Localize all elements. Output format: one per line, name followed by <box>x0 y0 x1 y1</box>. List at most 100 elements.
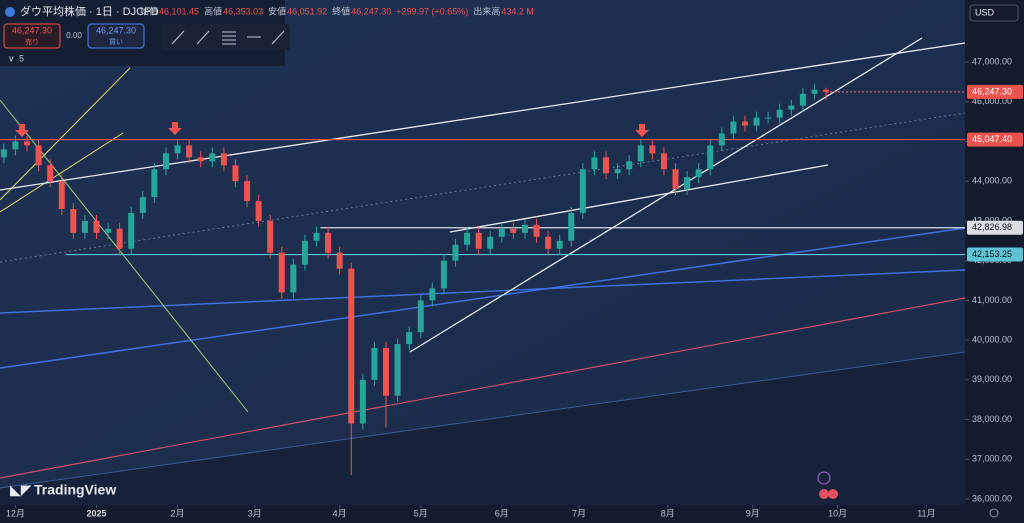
buy-price: 46,247.30 <box>96 25 136 35</box>
y-tick-label: 41,000.00 <box>972 295 1012 305</box>
candle-body <box>93 220 100 233</box>
candle-body <box>24 141 31 146</box>
white-trend <box>449 164 829 233</box>
candle-body <box>81 220 88 233</box>
x-tick-label: 11月 <box>917 508 935 518</box>
volume-label: 出来高 <box>473 5 500 16</box>
x-tick-label: 2025 <box>86 508 106 518</box>
volume: 434.2 M <box>501 6 534 16</box>
candle-body <box>255 201 262 221</box>
candle-body <box>788 105 795 110</box>
candle-body <box>0 149 7 158</box>
x-tick-label: 6月 <box>495 508 509 518</box>
sell-button[interactable] <box>3 23 61 49</box>
stat-label: 終値 <box>332 5 350 16</box>
price-tag <box>967 220 1023 235</box>
candle-body <box>186 145 193 158</box>
candle-body <box>301 240 308 265</box>
event-flag[interactable] <box>819 489 829 499</box>
blue-trend <box>0 227 966 369</box>
sell-price: 46,247.30 <box>12 25 52 35</box>
candle-body <box>452 244 459 261</box>
brand: TradingView <box>34 482 116 498</box>
y-tick-label: 38,000.00 <box>972 414 1012 424</box>
channel-line <box>0 351 966 489</box>
candle-body <box>70 208 77 233</box>
tool-fib[interactable] <box>222 31 236 45</box>
candle-body <box>765 117 772 119</box>
price-tag-label: 42,826.98 <box>972 222 1012 232</box>
x-tick-label: 10月 <box>828 508 847 518</box>
candle-body <box>440 260 447 289</box>
blue-trend <box>0 269 966 314</box>
change: +299.97 (+0.65%) <box>396 6 468 16</box>
price-tag-label: 46,247.30 <box>972 86 1012 96</box>
y-tick-label: 36,000.00 <box>972 493 1012 503</box>
event-icon[interactable] <box>817 471 831 485</box>
candle-body <box>487 236 494 249</box>
y-tick-label: 47,000.00 <box>972 56 1012 66</box>
event-flag[interactable] <box>828 489 838 499</box>
candle-body <box>406 332 413 345</box>
candle-body <box>741 121 748 126</box>
candle-body <box>533 224 540 237</box>
candle-body <box>718 133 725 146</box>
currency: USD <box>975 7 995 17</box>
stat-label: 始値 <box>140 5 158 16</box>
candle-body <box>660 153 667 170</box>
candle-body <box>579 169 586 213</box>
buy-button[interactable] <box>87 23 145 49</box>
channel-shade <box>0 352 965 505</box>
ohlc-stats: 始値 46,101.45 高値 46,353.03 安値 46,051.92 終値 46,24… <box>140 5 534 16</box>
candle-body <box>394 344 401 396</box>
candle-body <box>464 232 471 245</box>
sell-label: 売り <box>25 37 39 46</box>
candle-body <box>174 145 181 154</box>
symbol: ダウ平均株価 · 1日 · DJCFD <box>20 4 159 18</box>
candle-body <box>823 89 830 92</box>
y-tick-label: 44,000.00 <box>972 176 1012 186</box>
x-tick-label: 2月 <box>171 508 185 518</box>
x-tick-label: 8月 <box>661 508 675 518</box>
candle-body <box>151 169 158 198</box>
tool-ray[interactable] <box>196 30 210 45</box>
candle-body <box>753 117 760 126</box>
candle-body <box>197 157 204 162</box>
candle-body <box>336 252 343 269</box>
arrow-marker <box>168 122 182 135</box>
time-axis-bg <box>0 505 965 523</box>
candle-body <box>545 236 552 249</box>
settings[interactable] <box>989 508 999 518</box>
red-trend <box>0 297 966 479</box>
indicator-toggle[interactable]: ∨ <box>8 53 15 63</box>
y-tick-label: 40,000.00 <box>972 334 1012 344</box>
candle-body <box>799 93 806 106</box>
candle-body <box>498 228 505 237</box>
x-tick-label: 12月 <box>6 508 25 518</box>
candle-body <box>105 228 112 233</box>
candle-body <box>348 268 355 424</box>
white-trend <box>0 42 966 191</box>
price-tag-label: 42,153.25 <box>972 249 1012 259</box>
candle-body <box>58 181 65 209</box>
candle-body <box>290 264 297 293</box>
tool-trendline[interactable] <box>171 30 185 45</box>
candle-body <box>232 165 239 182</box>
candle-body <box>475 232 482 249</box>
candle-body <box>162 153 169 170</box>
candle-body <box>116 228 123 249</box>
buy-label: 買い <box>109 38 123 46</box>
x-tick-label: 3月 <box>248 508 262 518</box>
x-tick-label: 4月 <box>333 508 347 518</box>
candle-body <box>313 232 320 241</box>
candle-body <box>278 252 285 293</box>
price-tag <box>967 132 1023 147</box>
tool-extended[interactable] <box>271 30 285 45</box>
candle-body <box>637 145 644 162</box>
price-tag <box>967 84 1023 99</box>
candle-body <box>672 169 679 190</box>
spread: 0.00 <box>66 31 82 40</box>
currency-select[interactable] <box>969 4 1019 22</box>
y-tick-label: 39,000.00 <box>972 374 1012 384</box>
candle-body <box>556 240 563 249</box>
